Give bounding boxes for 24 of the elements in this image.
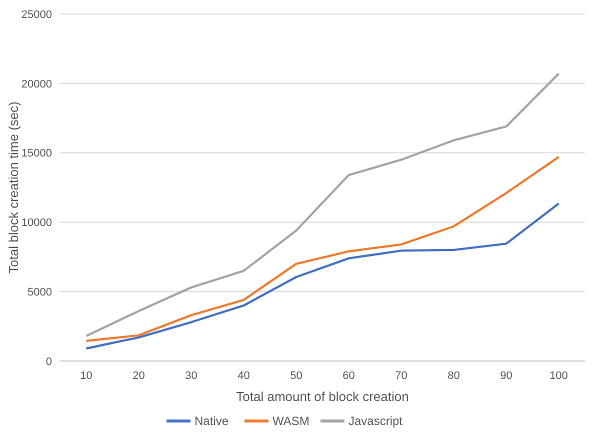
legend-label: WASM <box>272 414 310 428</box>
y-tick-label: 10000 <box>21 217 52 230</box>
x-axis-title: Total amount of block creation <box>236 389 409 404</box>
y-tick-label: 5000 <box>28 286 52 298</box>
x-tick-label: 70 <box>395 370 408 382</box>
x-tick-label: 20 <box>132 370 145 382</box>
x-tick-label: 10 <box>80 370 92 382</box>
x-tick-label: 60 <box>342 370 355 382</box>
line-series <box>85 156 560 342</box>
x-tick-label: 80 <box>448 370 460 382</box>
line-series <box>85 202 560 350</box>
x-tick-label: 50 <box>290 370 302 382</box>
x-tick-label: 90 <box>500 370 512 382</box>
y-tick-label: 25000 <box>21 8 52 21</box>
line-series <box>85 72 560 338</box>
x-tick-label: 100 <box>550 370 568 382</box>
x-tick-label: 30 <box>185 370 198 382</box>
legend-label: Native <box>194 414 229 428</box>
y-tick-label: 15000 <box>21 148 52 160</box>
y-axis-title: Total block creation time (sec) <box>6 102 21 274</box>
y-tick-label: 0 <box>46 356 52 368</box>
legend-label: Javascript <box>348 414 404 428</box>
y-tick-label: 20000 <box>21 78 52 90</box>
x-tick-label: 40 <box>238 370 250 382</box>
